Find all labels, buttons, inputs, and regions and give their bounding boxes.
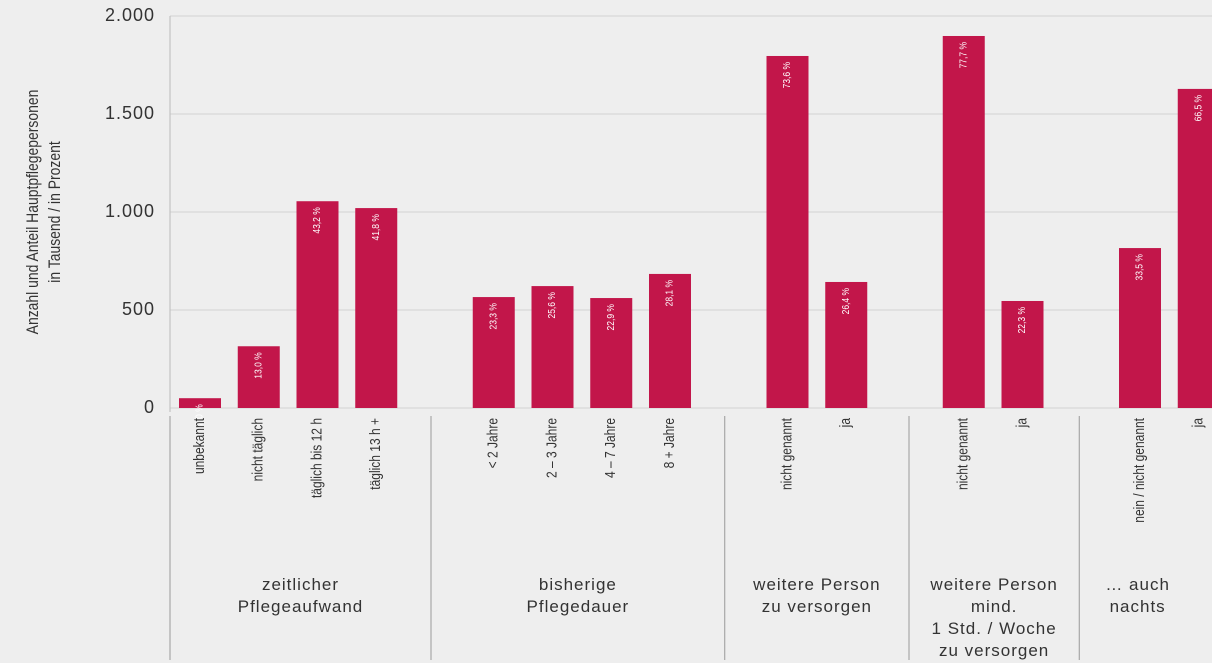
- percent-label: 22,9 %: [605, 304, 616, 330]
- group-label: mind.: [971, 597, 1018, 616]
- group-label: Pflegedauer: [527, 597, 630, 616]
- bar: [296, 201, 339, 408]
- percent-label: 2,0 %: [194, 404, 205, 426]
- bar: [531, 286, 574, 408]
- bar: [179, 398, 221, 408]
- percent-label: 22,3 %: [1017, 307, 1028, 333]
- x-tick-label: nein / nicht genannt: [1131, 418, 1148, 523]
- x-tick-label: ja: [1189, 418, 1206, 429]
- bar: [766, 55, 809, 408]
- x-tick-label: < 2 Jahre: [484, 418, 501, 468]
- x-tick-label: ja: [1013, 418, 1030, 429]
- x-tick-label: 8 + Jahre: [661, 418, 678, 468]
- group-label: zu versorgen: [939, 641, 1049, 660]
- group-label: weitere Person: [929, 575, 1057, 594]
- group-label: zeitlicher: [262, 575, 339, 594]
- percent-label: 28,1 %: [664, 280, 675, 306]
- group-label: … auch: [1105, 575, 1170, 594]
- percent-label: 41,8 %: [370, 214, 381, 240]
- percent-label: 25,6 %: [547, 292, 558, 318]
- x-tick-label: nicht täglich: [249, 418, 266, 481]
- x-tick-label: nicht genannt: [954, 418, 971, 490]
- group-label: weitere Person: [752, 575, 880, 594]
- x-tick-label: täglich 13 h +: [367, 418, 384, 490]
- group-label: zu versorgen: [762, 597, 872, 616]
- x-tick-label: unbekannt: [191, 418, 208, 474]
- bar: [942, 35, 985, 408]
- x-tick-label: ja: [837, 418, 854, 429]
- y-tick-label: 500: [122, 299, 155, 319]
- x-tick-label: nicht genannt: [778, 418, 795, 490]
- bar: [1001, 300, 1044, 408]
- y-tick-label: 1.500: [105, 103, 155, 123]
- percent-label: 77,7 %: [958, 42, 969, 68]
- y-tick-label: 0: [144, 397, 155, 417]
- percent-label: 23,3 %: [488, 303, 499, 329]
- percent-label: 43,2 %: [312, 207, 323, 233]
- x-tick-label: 2 – 3 Jahre: [543, 418, 560, 478]
- bar: [237, 346, 280, 408]
- group-label: bisherige: [539, 575, 617, 594]
- x-tick-label: täglich bis 12 h: [308, 418, 325, 498]
- bar: [355, 208, 398, 408]
- y-tick-label: 1.000: [105, 201, 155, 221]
- bar: [1119, 248, 1161, 408]
- y-axis-title-line: in Tausend / in Prozent: [46, 141, 65, 283]
- bar: [590, 298, 633, 408]
- percent-label: 13,0 %: [253, 352, 264, 378]
- y-axis-title: Anzahl und Anteil Hauptpflegepersonen in …: [24, 90, 65, 335]
- group-label: Pflegeaufwand: [238, 597, 363, 616]
- group-label: 1 Std. / Woche: [932, 619, 1057, 638]
- percent-label: 33,5 %: [1134, 254, 1145, 280]
- bar: [1177, 88, 1212, 409]
- percent-label: 73,6 %: [782, 62, 793, 88]
- percent-label: 26,4 %: [840, 288, 851, 314]
- bar: [825, 281, 868, 408]
- x-tick-label: 4 – 7 Jahre: [602, 418, 619, 478]
- group-label: nachts: [1110, 597, 1166, 616]
- y-axis-title-line: Anzahl und Anteil Hauptpflegepersonen: [24, 90, 43, 335]
- bar: [649, 273, 691, 408]
- bar: [472, 297, 515, 408]
- percent-label: 66,5 %: [1193, 95, 1204, 121]
- y-tick-label: 2.000: [105, 5, 155, 25]
